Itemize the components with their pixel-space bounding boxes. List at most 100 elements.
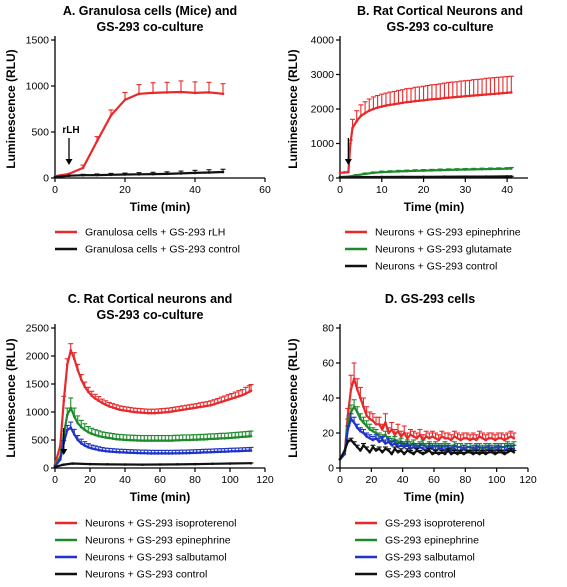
data-point <box>464 94 467 98</box>
data-point <box>362 443 365 447</box>
x-tick-label: 120 <box>519 474 537 486</box>
data-point <box>438 97 442 100</box>
data-point <box>191 438 195 442</box>
data-point <box>397 170 400 173</box>
data-point <box>359 429 362 433</box>
data-point <box>219 400 223 404</box>
x-axis-label: Time (min) <box>404 490 464 504</box>
data-point <box>371 445 375 449</box>
x-tick-label: 0 <box>337 184 343 196</box>
data-point <box>393 447 397 451</box>
data-point <box>76 421 80 425</box>
data-point <box>377 435 381 438</box>
data-point <box>503 452 506 456</box>
legend-label: Neurons + GS-293 salbutamol <box>85 552 227 564</box>
data-point <box>484 452 488 456</box>
legend-label: Granulosa cells + GS-293 rLH <box>85 227 225 239</box>
series-line <box>54 462 252 468</box>
data-point <box>123 98 127 102</box>
y-tick-label: 1000 <box>26 407 50 419</box>
data-point <box>249 434 253 438</box>
data-point <box>160 452 164 455</box>
data-point <box>240 449 244 453</box>
data-point <box>449 449 453 452</box>
data-point <box>100 449 104 452</box>
data-point <box>365 414 368 417</box>
data-point <box>349 387 353 391</box>
x-tick-label: 0 <box>337 474 343 486</box>
data-point <box>233 436 237 439</box>
data-point <box>184 407 188 411</box>
data-point <box>377 447 381 451</box>
data-point <box>387 449 390 452</box>
data-point <box>107 450 111 453</box>
data-point <box>456 449 459 452</box>
data-point <box>384 421 387 424</box>
data-point <box>446 449 450 452</box>
y-tick-label: 4000 <box>311 35 335 47</box>
data-point <box>464 175 467 178</box>
data-point <box>95 173 99 177</box>
data-point <box>431 452 434 456</box>
data-point <box>223 437 227 440</box>
data-point <box>359 449 362 452</box>
legend-label: Neurons + GS-293 control <box>375 261 497 273</box>
data-point <box>146 439 150 442</box>
data-point <box>123 463 127 466</box>
data-point <box>365 424 368 428</box>
data-point <box>422 175 425 179</box>
series-neurons-gs-293-glutamate <box>338 166 514 179</box>
data-point <box>202 451 206 454</box>
data-point <box>170 410 174 413</box>
legend-label: GS-293 isoproterenol <box>385 518 485 530</box>
data-point <box>149 452 153 455</box>
data-point <box>240 435 244 439</box>
data-point <box>141 463 144 466</box>
data-point <box>355 426 359 430</box>
data-point <box>221 170 225 174</box>
data-point <box>249 389 253 393</box>
data-point <box>393 433 397 437</box>
data-point <box>121 451 125 454</box>
series-neurons-gs-293-salbutamol <box>53 421 254 468</box>
data-point <box>355 119 359 123</box>
data-point <box>90 394 94 398</box>
data-point <box>163 452 167 455</box>
data-point <box>167 452 171 455</box>
data-point <box>249 461 253 465</box>
x-tick-label: 120 <box>256 474 274 486</box>
data-point <box>165 172 169 176</box>
data-point <box>72 415 76 418</box>
y-tick-label: 60 <box>322 358 334 370</box>
data-point <box>362 405 365 409</box>
x-tick-label: 60 <box>259 184 271 196</box>
data-point <box>146 411 150 415</box>
data-point <box>177 438 181 442</box>
data-point <box>198 405 202 409</box>
data-point <box>447 168 450 172</box>
data-point <box>351 126 354 130</box>
data-point <box>207 91 211 94</box>
data-point <box>397 102 400 105</box>
data-point <box>156 411 160 415</box>
data-point <box>79 425 83 429</box>
data-point <box>188 438 192 442</box>
data-point <box>226 436 230 440</box>
data-point <box>505 167 509 170</box>
data-point <box>132 410 136 414</box>
x-tick-label: 20 <box>119 184 131 196</box>
y-axis-label: Luminescence (RLU) <box>4 49 18 168</box>
y-tick-label: 0 <box>43 463 49 475</box>
data-point <box>149 439 153 442</box>
legend-label: Granulosa cells + GS-293 control <box>85 244 240 256</box>
data-point <box>167 439 171 442</box>
data-point <box>79 378 83 381</box>
x-axis-label: Time (min) <box>130 490 190 504</box>
series-neurons-gs-293-epinephrine <box>338 75 514 175</box>
data-point <box>114 437 118 441</box>
stimulus-arrow-icon <box>60 449 68 455</box>
data-point <box>500 450 503 454</box>
data-point <box>371 419 375 423</box>
data-point <box>376 106 379 109</box>
data-point <box>142 451 146 455</box>
